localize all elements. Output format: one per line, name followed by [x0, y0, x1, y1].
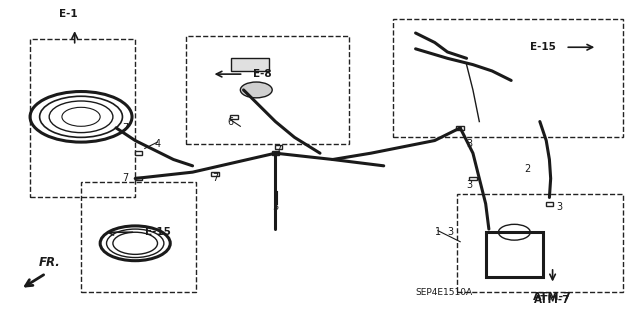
- Text: 7: 7: [122, 123, 129, 133]
- Bar: [271, 151, 279, 155]
- Bar: [469, 177, 477, 180]
- Text: ATM-7: ATM-7: [534, 295, 571, 306]
- Text: 7: 7: [212, 174, 218, 183]
- Bar: [486, 232, 543, 277]
- Text: 4: 4: [154, 139, 161, 149]
- Text: E-15: E-15: [145, 227, 171, 237]
- Text: 7: 7: [275, 145, 282, 155]
- Bar: [134, 177, 142, 180]
- Text: 3: 3: [556, 202, 562, 212]
- Bar: [231, 58, 269, 71]
- Bar: [275, 145, 282, 149]
- Bar: [30, 39, 135, 197]
- Bar: [545, 202, 553, 206]
- Text: 3: 3: [467, 180, 473, 190]
- Text: 6: 6: [228, 116, 234, 127]
- Text: 3: 3: [467, 139, 473, 149]
- Text: SEP4E1510A: SEP4E1510A: [416, 288, 473, 297]
- Bar: [81, 182, 196, 292]
- Text: 7: 7: [122, 174, 129, 183]
- Text: E-1: E-1: [59, 9, 77, 19]
- Bar: [211, 172, 219, 176]
- Text: ATM-7: ATM-7: [533, 292, 572, 302]
- Bar: [457, 194, 623, 292]
- Text: E-15: E-15: [530, 42, 556, 52]
- Bar: [456, 126, 464, 130]
- Text: 5: 5: [272, 202, 278, 212]
- Bar: [394, 19, 623, 137]
- Text: FR.: FR.: [38, 256, 60, 269]
- Circle shape: [241, 82, 272, 98]
- Text: 3: 3: [447, 227, 454, 237]
- Bar: [134, 151, 142, 155]
- Text: 2: 2: [524, 164, 530, 174]
- Bar: [230, 115, 238, 119]
- Text: 1: 1: [435, 227, 441, 237]
- Bar: [186, 36, 349, 144]
- Text: E-8: E-8: [253, 69, 272, 79]
